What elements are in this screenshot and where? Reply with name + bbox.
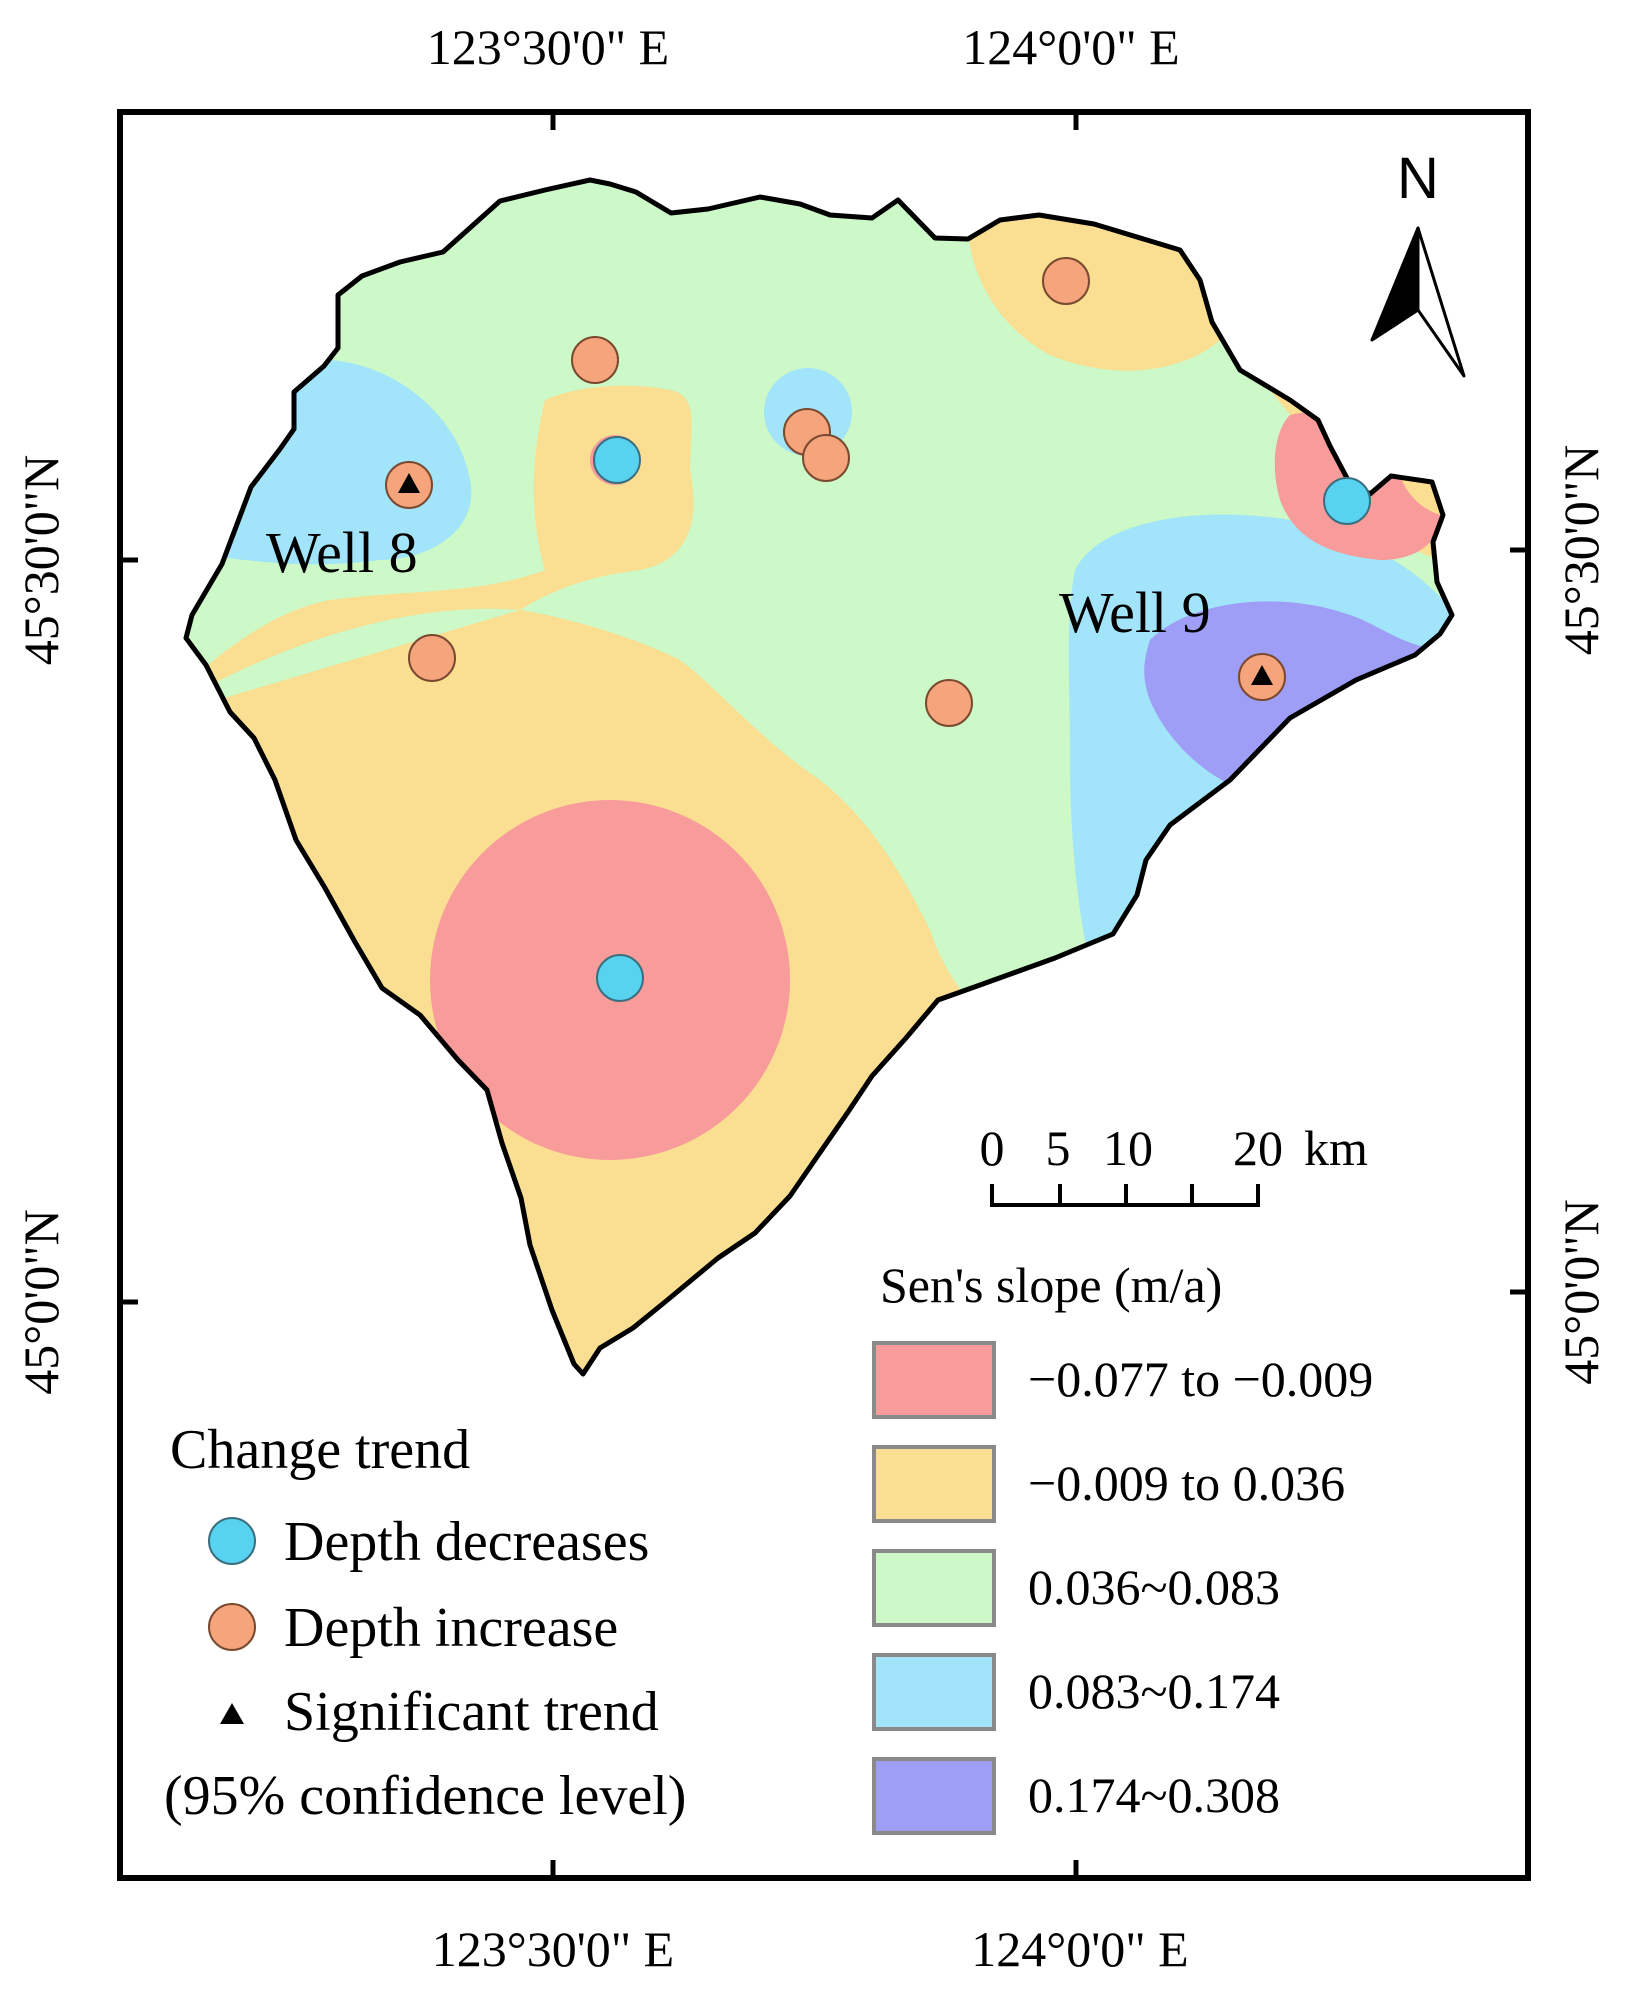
scale-tick-0: 0 (980, 1120, 1005, 1176)
trend-legend-title: Change trend (170, 1419, 470, 1481)
top-lon-label-1: 123°30'0" E (427, 19, 669, 75)
orange-circle-icon[interactable] (571, 336, 619, 384)
slope-legend: Sen's slope (m/a) −0.077 to −0.009 −0.00… (872, 1257, 1373, 1835)
bottom-lon-label-2: 124°0'0" E (971, 1921, 1188, 1977)
left-lat-label-2: 45°0'0"N (13, 1209, 69, 1395)
legend-swatch-5 (872, 1757, 996, 1835)
region-boundary (183, 177, 1455, 1377)
orange-circle-icon[interactable] (802, 434, 850, 482)
north-arrow-label: N (1397, 146, 1439, 211)
slope-legend-title: Sen's slope (m/a) (880, 1257, 1222, 1313)
legend-label-3: 0.036~0.083 (1028, 1559, 1280, 1615)
cyan-circle-icon (208, 1517, 256, 1565)
north-arrow-icon: N (1370, 146, 1466, 378)
trend-label-increase: Depth increase (284, 1597, 618, 1659)
black-triangle-icon (398, 473, 420, 493)
zone-purple-east (1144, 601, 1440, 796)
right-lat-label-2: 45°0'0"N (1553, 1199, 1609, 1385)
black-triangle-icon (1251, 665, 1273, 685)
legend-swatch-2 (872, 1445, 996, 1523)
well-9-label: Well 9 (1059, 580, 1211, 645)
scale-unit: km (1304, 1120, 1368, 1176)
top-lon-label-2: 124°0'0" E (962, 19, 1179, 75)
legend-label-5: 0.174~0.308 (1028, 1767, 1280, 1823)
trend-label-confidence: (95% confidence level) (164, 1765, 686, 1827)
scale-bar: 0 5 10 20 km (980, 1120, 1368, 1207)
black-triangle-icon (220, 1703, 244, 1724)
orange-circle-icon[interactable] (408, 634, 456, 682)
scale-tick-20: 20 (1233, 1120, 1283, 1176)
cyan-circle-icon[interactable] (596, 954, 644, 1002)
legend-swatch-1 (872, 1341, 996, 1419)
left-lat-label-1: 45°30'0"N (13, 455, 69, 666)
orange-circle-icon[interactable] (925, 679, 973, 727)
right-lat-label-1: 45°30'0"N (1553, 445, 1609, 656)
orange-circle-icon (208, 1603, 256, 1651)
orange-circle-icon[interactable] (1042, 257, 1090, 305)
legend-swatch-3 (872, 1549, 996, 1627)
legend-label-1: −0.077 to −0.009 (1028, 1351, 1373, 1407)
well-markers (385, 257, 1371, 1002)
bottom-lon-label-1: 123°30'0" E (432, 1921, 674, 1977)
cyan-circle-icon[interactable] (1323, 477, 1371, 525)
trend-legend: Change trend Depth decreases Depth incre… (164, 1419, 686, 1827)
legend-label-4: 0.083~0.174 (1028, 1663, 1280, 1719)
scale-tick-10: 10 (1103, 1120, 1153, 1176)
well-8-label: Well 8 (266, 520, 418, 585)
cyan-circle-icon[interactable] (593, 436, 641, 484)
trend-label-decrease: Depth decreases (284, 1511, 649, 1573)
scale-tick-5: 5 (1046, 1120, 1071, 1176)
trend-label-significant: Significant trend (284, 1681, 659, 1743)
legend-swatch-4 (872, 1653, 996, 1731)
legend-label-2: −0.009 to 0.036 (1028, 1455, 1345, 1511)
graticule-ticks (120, 112, 1528, 1878)
